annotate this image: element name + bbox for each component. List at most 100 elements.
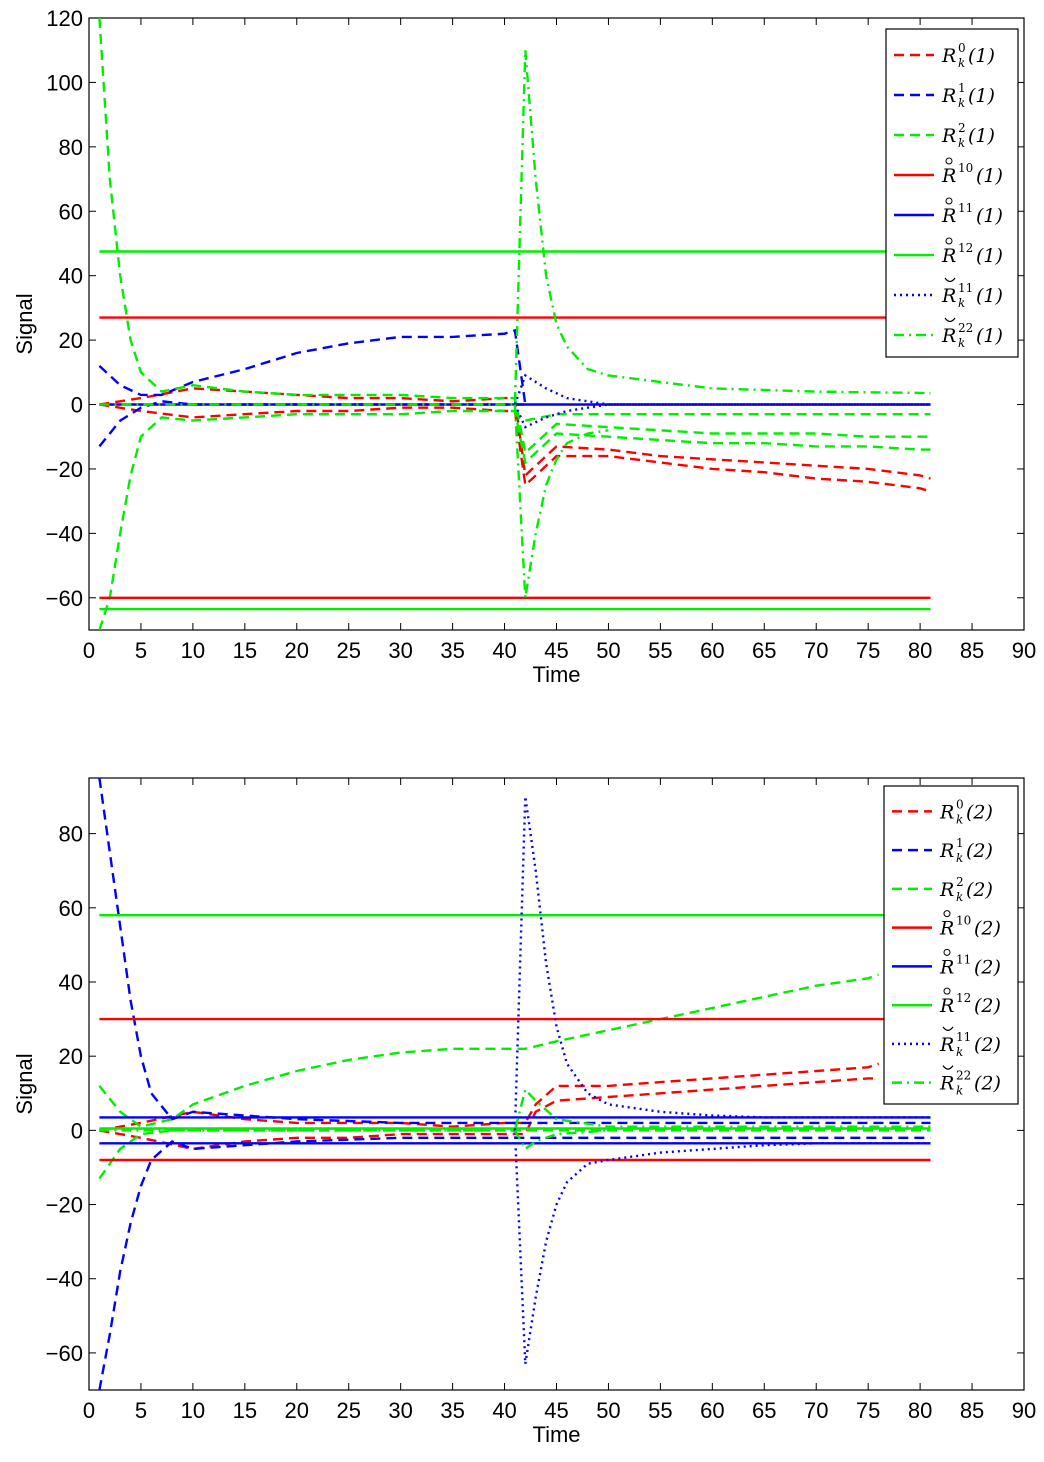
x-tick-label: 10 [181,638,205,663]
legend-superscript: 2 [956,875,964,889]
legend-superscript: 1 [956,836,964,850]
legend-superscript: 11 [958,201,973,215]
legend-superscript: 22 [956,1069,971,1083]
x-tick-label: 90 [1012,638,1036,663]
y-tick-label: 20 [59,328,83,353]
legend-subscript: k [958,56,965,70]
y-tick-label: 20 [59,1044,83,1069]
series-3-line-1 [98,973,880,1128]
legend-superscript: 11 [958,281,973,295]
x-tick-label: 50 [596,1398,620,1423]
series-8-line-1 [99,50,931,406]
plot-area [98,778,931,1390]
series-1-line-2 [99,1077,879,1151]
legend-symbol: R [941,325,956,347]
legend-entry-2: R 1k (1) [941,81,995,110]
legend-argument: (1) [976,285,1003,307]
legend-superscript: 10 [958,161,973,175]
x-tick-label: 45 [544,1398,568,1423]
ring-accent [945,157,953,165]
x-tick-label: 10 [181,1398,205,1423]
legend-symbol: R [941,205,956,227]
y-tick-label: −20 [46,1193,83,1218]
legend-entry-8: R 22k (2) [939,1065,1001,1098]
y-tick-label: −60 [46,1341,83,1366]
series-1-line-2 [99,403,931,493]
legend-symbol: R [939,1073,954,1095]
legend-subscript: k [958,336,965,350]
x-tick-label: 35 [440,638,464,663]
series-2-line-2 [98,400,526,448]
legend-box [883,785,1019,1105]
breve-accent [942,1026,954,1031]
legend-argument: (2) [966,840,993,862]
legend-symbol: R [941,245,956,267]
legend-entry-1: R 0k (1) [941,41,995,70]
ring-accent [945,237,953,245]
x-axis-label: Time [532,662,580,687]
x-tick-label: 80 [908,638,932,663]
x-tick-label: 15 [233,1398,257,1423]
y-tick-label: −40 [46,521,83,546]
legend-subscript: k [956,851,963,865]
series-1-line-1 [99,1062,880,1132]
legend-argument: (2) [966,801,993,823]
legend-entry-7: R 11k (2) [939,1026,1001,1059]
legend-entry-6: R 12 (2) [939,987,1001,1017]
y-tick-label: 120 [46,6,83,31]
legend-entry-6: R 12 (1) [941,237,1003,267]
legend-superscript: 11 [956,952,971,966]
legend-symbol: R [941,85,956,107]
breve-accent [942,1065,954,1070]
legend-entry-3: R 2k (2) [939,875,993,904]
legend-subscript: k [958,96,965,110]
x-tick-label: 75 [856,638,880,663]
legend-superscript: 1 [958,81,966,95]
legend-symbol: R [941,285,956,307]
x-tick-label: 15 [233,638,257,663]
legend-entry-2: R 1k (2) [939,836,993,865]
y-tick-label: 40 [59,970,83,995]
legend-entry-7: R 11k (1) [941,277,1003,310]
x-tick-label: 55 [648,638,672,663]
legend-symbol: R [939,840,954,862]
series-3-line-1 [98,18,931,456]
legend-entry-1: R 0k (2) [939,797,993,826]
x-tick-label: 65 [752,1398,776,1423]
x-tick-label: 55 [648,1398,672,1423]
legend-symbol: R [939,995,954,1017]
legend-argument: (2) [974,1073,1001,1095]
legend-argument: (1) [968,125,995,147]
series-3-line-3 [525,413,931,422]
legend-symbol: R [939,1034,954,1056]
x-tick-label: 30 [388,1398,412,1423]
legend-box [885,28,1019,358]
x-tick-label: 5 [135,1398,147,1423]
legend-entry-4: R 10 (1) [941,157,1003,187]
legend: R 0k (1)R 1k (1)R 2k (1)R 10 (1)R 11 (1)R 12 (1)R 11k… [885,28,1019,358]
legend-entry-4: R 10 (2) [939,910,1001,940]
x-tick-label: 75 [856,1398,880,1423]
series-8-line-2 [513,404,609,598]
legend-argument: (2) [966,879,993,901]
x-tick-label: 45 [544,638,568,663]
legend-subscript: k [956,1084,963,1098]
series-2-line-2 [98,1136,931,1390]
legend: R 0k (2)R 1k (2)R 2k (2)R 10 (2)R 11 (2)R 12 (2)R 11k… [883,785,1019,1105]
x-tick-label: 50 [596,638,620,663]
legend-entry-5: R 11 (2) [939,948,1001,978]
legend-symbol: R [939,879,954,901]
legend-argument: (2) [974,995,1001,1017]
legend-superscript: 0 [956,797,964,811]
x-tick-label: 70 [804,638,828,663]
x-tick-label: 25 [336,1398,360,1423]
legend-superscript: 22 [958,321,973,335]
legend-subscript: k [958,136,965,150]
legend-symbol: R [939,801,954,823]
legend-subscript: k [956,890,963,904]
series-7-line-2 [513,403,931,429]
legend-superscript: 10 [956,914,971,928]
legend-entry-8: R 22k (1) [941,317,1003,350]
legend-superscript: 12 [958,241,973,255]
